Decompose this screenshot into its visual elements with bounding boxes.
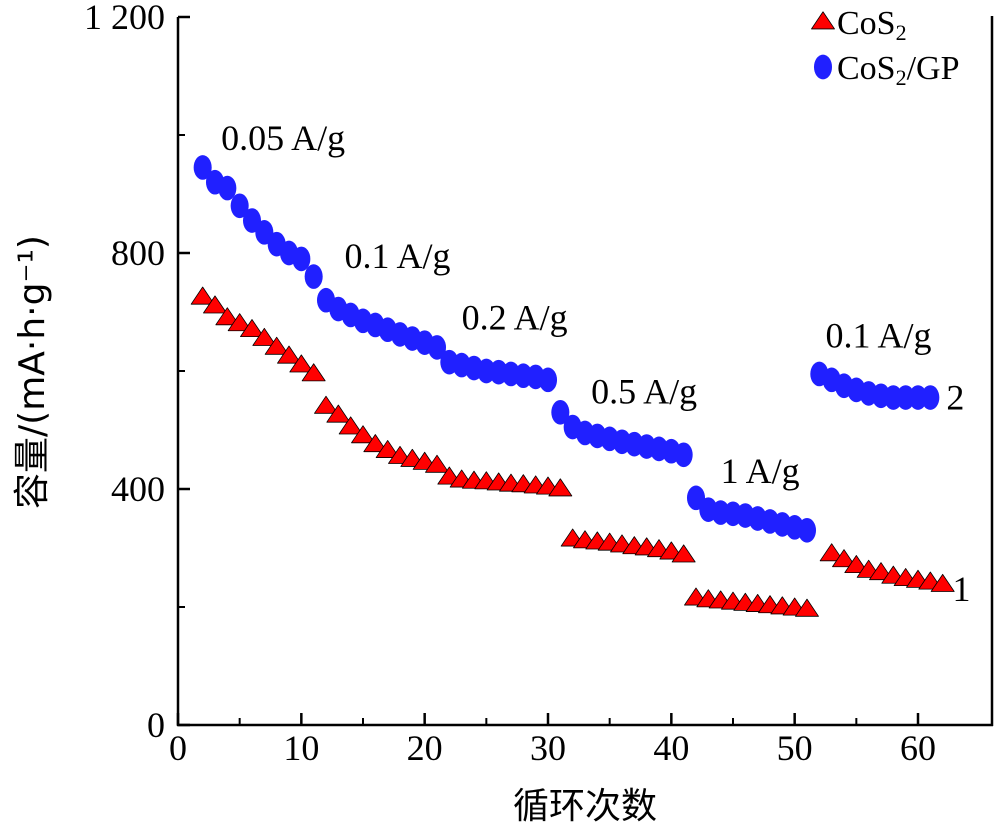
- data-point: [289, 354, 314, 373]
- data-point: [844, 555, 869, 574]
- y-tick-label: 400: [111, 469, 165, 509]
- x-tick-label: 30: [530, 728, 566, 768]
- rate-annotation: 0.05 A/g: [221, 118, 345, 158]
- data-point: [425, 454, 449, 473]
- rate-annotation: 1: [953, 569, 971, 609]
- legend-label: CoS2/GP: [837, 50, 960, 90]
- data-point: [351, 425, 375, 444]
- data-point: [363, 434, 388, 453]
- annotations-layer: 0.05 A/g 0.1 A/g 0.2 A/g 0.5 A/g 1 A/g 0.1 A/…: [221, 118, 970, 609]
- x-tick-label: 60: [900, 728, 936, 768]
- series-cos2: [190, 286, 955, 617]
- data-point: [930, 573, 955, 592]
- data-point: [548, 478, 573, 497]
- y-axis-title: 容量/(mA·h·g⁻¹): [12, 235, 53, 509]
- rate-annotation: 2: [946, 377, 964, 417]
- data-point: [427, 335, 447, 360]
- data-point: [264, 336, 289, 355]
- data-point: [884, 385, 903, 410]
- data-point: [292, 246, 311, 272]
- rate-annotation: 0.2 A/g: [462, 298, 568, 338]
- legend-marker: [811, 11, 835, 30]
- data-point: [908, 385, 928, 410]
- data-point: [301, 363, 326, 382]
- data-point: [304, 264, 323, 289]
- x-tick-label: 10: [283, 728, 319, 768]
- data-point: [230, 193, 249, 219]
- data-point: [538, 367, 558, 393]
- x-tick-label: 0: [169, 728, 187, 768]
- x-axis-title: 循环次数: [513, 786, 657, 827]
- legend-entry-cos2-gp: CoS2/GP: [813, 50, 960, 90]
- data-point: [671, 544, 696, 563]
- ticks-group: 0 10 20 30 40 50 60 0 400 800 1 200: [84, 0, 936, 768]
- data-point: [240, 319, 264, 338]
- data-point: [375, 440, 400, 458]
- data-point: [190, 286, 215, 305]
- data-point: [819, 543, 844, 562]
- data-point: [795, 598, 819, 617]
- legend-marker: [813, 54, 833, 80]
- data-point: [218, 175, 237, 201]
- data-point: [314, 395, 338, 414]
- data-point: [326, 404, 351, 423]
- rate-annotation: 0.1 A/g: [826, 315, 932, 355]
- data-point: [797, 517, 817, 543]
- series-layer: [190, 155, 955, 617]
- data-point: [896, 385, 915, 410]
- x-tick-label: 40: [653, 728, 689, 768]
- series-cos2-gp: [193, 155, 940, 543]
- legend-label: CoS2: [837, 5, 907, 45]
- rate-annotation: 0.1 A/g: [345, 236, 451, 276]
- data-point: [203, 295, 227, 314]
- data-point: [338, 416, 363, 435]
- rate-annotation: 0.5 A/g: [591, 371, 697, 411]
- rate-annotation: 1 A/g: [721, 451, 800, 491]
- data-point: [832, 549, 856, 568]
- legend: CoS2 CoS2/GP: [811, 5, 960, 90]
- data-point: [921, 385, 940, 410]
- x-tick-label: 20: [407, 728, 443, 768]
- y-tick-label: 0: [147, 705, 165, 745]
- x-tick-label: 50: [777, 728, 813, 768]
- data-point: [252, 327, 277, 346]
- data-point: [227, 313, 252, 332]
- data-point: [215, 307, 240, 326]
- data-point: [674, 442, 693, 468]
- data-point: [551, 399, 570, 425]
- legend-entry-cos2: CoS2: [811, 5, 907, 45]
- y-tick-label: 1 200: [84, 0, 165, 37]
- data-point: [277, 345, 301, 364]
- y-tick-label: 800: [111, 233, 165, 273]
- data-point: [193, 155, 212, 180]
